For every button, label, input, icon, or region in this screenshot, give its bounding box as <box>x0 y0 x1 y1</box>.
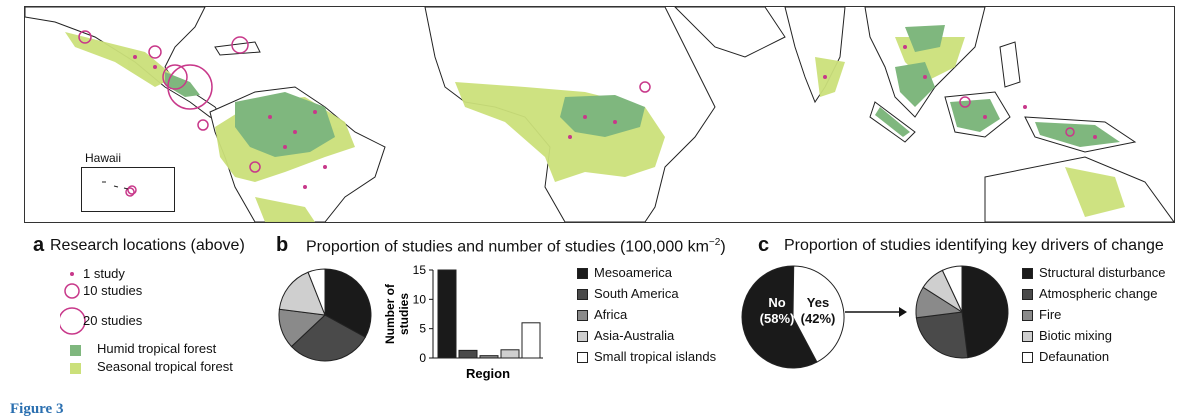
legend-seasonal: Seasonal tropical forest <box>97 359 233 374</box>
panel-b-title: Proportion of studies and number of stud… <box>306 237 726 256</box>
panel-c-title: Proportion of studies identifying key dr… <box>784 237 1164 254</box>
drivers-pie-slice-4 <box>941 265 963 313</box>
world-tropics-map: Hawaii <box>24 6 1175 223</box>
bar-y-label: Number ofstudies <box>383 283 411 344</box>
hawaii-islands <box>102 181 129 190</box>
region-legend-label-4: Small tropical islands <box>594 349 717 364</box>
drivers-pie-chart <box>915 265 1009 359</box>
yes-slice-label: Yes (42%) <box>798 295 838 327</box>
humid-swatch <box>70 345 81 356</box>
driver-legend-label-4: Defaunation <box>1039 349 1110 364</box>
bar-0 <box>437 269 457 359</box>
yes-no-pie-chart <box>741 265 845 369</box>
yes-no-pie-slice-1 <box>792 265 845 363</box>
region-legend-label-2: Africa <box>594 307 628 322</box>
legend-twenty-studies: 20 studies <box>83 313 143 328</box>
driver-legend-label-3: Biotic mixing <box>1039 328 1112 343</box>
yes-label: Yes <box>806 295 830 310</box>
region-legend-label-1: South America <box>594 286 679 301</box>
hawaii-svg <box>102 181 137 195</box>
bar-3 <box>500 349 520 359</box>
region-legend-swatch-4 <box>577 352 588 363</box>
hawaii-study-marker <box>127 185 137 195</box>
seasonal-swatch <box>70 363 81 374</box>
region-legend-swatch-0 <box>577 268 588 279</box>
study-markers <box>78 30 1075 197</box>
yes-pct: (42%) <box>800 311 836 326</box>
driver-legend-swatch-4 <box>1022 352 1033 363</box>
driver-legend-swatch-1 <box>1022 289 1033 300</box>
region-legend-label-0: Mesoamerica <box>594 265 673 280</box>
drivers-pie-slice-0 <box>961 265 1009 359</box>
region-legend-label-3: Asia-Australia <box>594 328 675 343</box>
y-tick-label: 15 <box>413 263 427 277</box>
panel-c-letter: c <box>758 234 770 256</box>
driver-legend-swatch-0 <box>1022 268 1033 279</box>
bar-2 <box>479 355 499 359</box>
figure-caption: Figure 3 <box>10 401 64 417</box>
panel-a-letter: a <box>33 234 45 256</box>
bar-x-label: Region <box>466 366 510 381</box>
hawaii-inset <box>81 167 175 212</box>
region-pie-slice-3 <box>278 271 326 316</box>
drivers-pie-slice-1 <box>915 311 969 359</box>
twenty-studies-circle <box>60 307 86 335</box>
region-pie-slice-0 <box>324 268 372 338</box>
driver-legend-label-1: Atmospheric change <box>1039 286 1158 301</box>
region-pie-slice-4 <box>307 268 326 316</box>
ten-studies-circle <box>64 283 80 299</box>
one-study-dot <box>70 272 74 276</box>
driver-legend-swatch-3 <box>1022 331 1033 342</box>
y-tick-label: 5 <box>419 322 426 336</box>
arrow-icon <box>845 307 907 317</box>
single-study-dots <box>133 45 1097 189</box>
no-slice-label: No (58%) <box>757 295 797 327</box>
panel-b-title-end: ) <box>720 238 726 256</box>
region-pie-slice-1 <box>290 314 366 362</box>
no-label: No <box>768 295 786 310</box>
y-tick-label: 0 <box>419 351 426 365</box>
hawaii-label: Hawaii <box>85 151 122 165</box>
bar-4 <box>521 322 541 359</box>
panel-a-title: Research locations (above) <box>50 237 245 254</box>
panel-b-title-text: Proportion of studies and number of stud… <box>306 238 709 256</box>
map-svg <box>25 7 1174 222</box>
legend-ten-studies: 10 studies <box>83 283 143 298</box>
bar-1 <box>458 349 478 359</box>
driver-legend-label-2: Fire <box>1039 307 1062 322</box>
driver-legend-label-0: Structural disturbance <box>1039 265 1166 280</box>
legend-humid: Humid tropical forest <box>97 341 217 356</box>
region-pie-chart <box>278 268 372 362</box>
panel-a-legend-symbols <box>60 272 86 335</box>
region-legend-swatch-1 <box>577 289 588 300</box>
humid-forest-areas <box>165 25 1120 157</box>
panel-b-letter: b <box>276 234 289 256</box>
driver-legend-swatch-2 <box>1022 310 1033 321</box>
no-pct: (58%) <box>759 311 795 326</box>
yes-no-pie-slice-0 <box>741 265 818 369</box>
legend-one-study: 1 study <box>83 266 125 281</box>
y-tick-label: 10 <box>413 292 427 306</box>
region-legend-swatch-2 <box>577 310 588 321</box>
region-legend-swatch-3 <box>577 331 588 342</box>
panel-b-title-sup: −2 <box>708 237 721 248</box>
